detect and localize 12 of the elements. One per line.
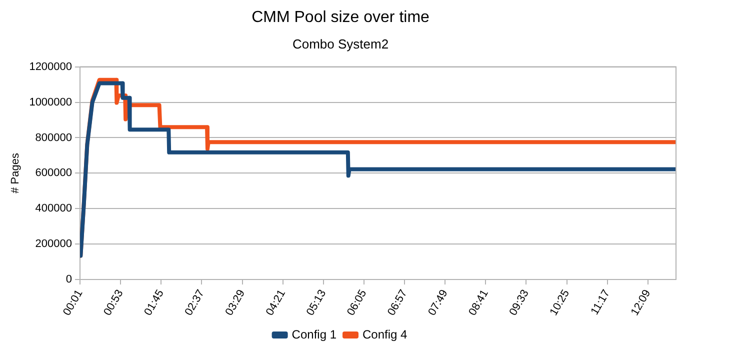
y-tick-label: 600000	[35, 167, 72, 180]
chart-title: CMM Pool size over time	[252, 9, 430, 26]
y-tick-label: 800000	[35, 132, 72, 144]
y-tick-label: 400000	[35, 202, 72, 215]
legend-label: Config 4	[362, 327, 408, 342]
chart-subtitle: Combo System2	[292, 36, 389, 52]
y-tick-label: 200000	[35, 238, 72, 250]
y-tick-label: 1000000	[29, 96, 72, 108]
legend-label: Config 1	[292, 327, 337, 342]
y-axis-title: # Pages	[10, 152, 22, 194]
y-tick-label: 1200000	[29, 60, 72, 73]
y-tick-label: 0	[66, 274, 72, 286]
